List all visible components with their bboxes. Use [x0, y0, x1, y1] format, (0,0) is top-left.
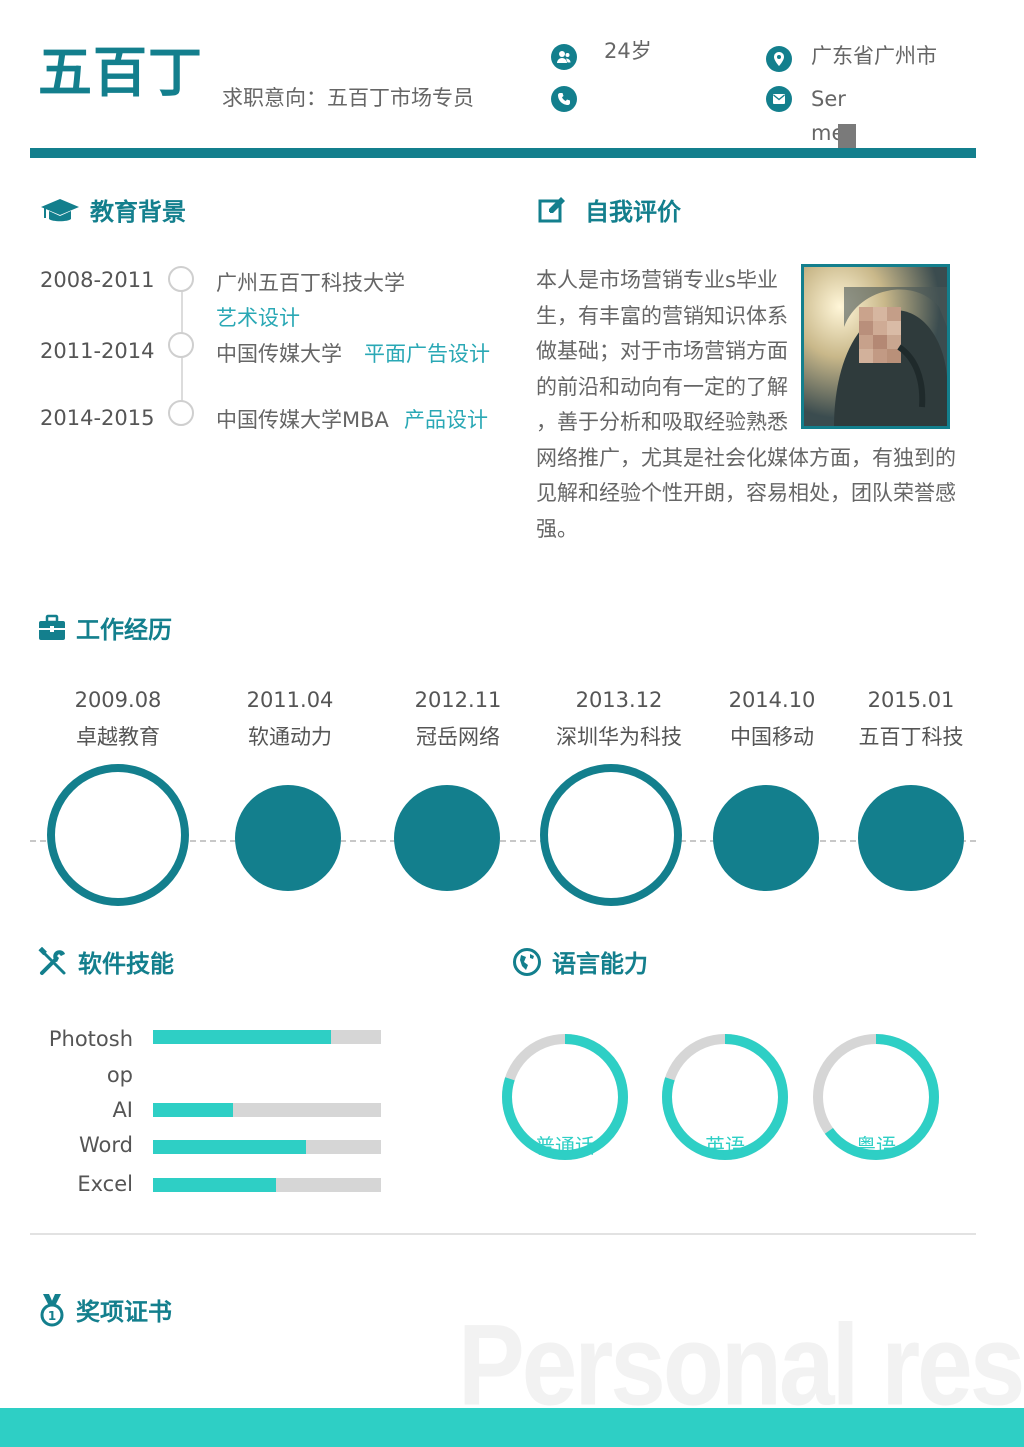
education-major-2: 平面广告设计 — [364, 342, 490, 366]
age-row: 24岁 — [551, 39, 652, 70]
language-ring-progress — [662, 1034, 788, 1160]
briefcase-icon — [39, 614, 65, 640]
section-divider — [30, 1233, 976, 1235]
work-ring-1 — [47, 764, 189, 906]
education-major-1: 艺术设计 — [216, 306, 300, 330]
phone-row — [551, 86, 604, 112]
work-company-1: 卓越教育 — [76, 725, 160, 749]
work-disc-5 — [713, 785, 819, 891]
awards-section-title: 1 奖项证书 — [38, 1292, 172, 1327]
edit-icon — [538, 196, 565, 222]
language-label-3: 粤语 — [856, 1134, 896, 1158]
work-timeline-dash — [30, 840, 976, 842]
skill-bar-fill — [153, 1178, 277, 1192]
phone-icon — [551, 86, 577, 112]
timeline-dot — [168, 400, 194, 426]
skill-label-photoshop-cont: op — [106, 1063, 133, 1087]
self-eval-line: 强。 — [536, 516, 578, 541]
work-company-3: 冠岳网络 — [416, 725, 500, 749]
self-eval-line: 见解和经验个性开朗，容易相处，团队荣誉感 — [536, 481, 956, 505]
self-eval-line: 做基础；对于市场营销方面 — [536, 339, 788, 363]
email-icon — [766, 86, 792, 112]
self-eval-line: ，善于分析和吸取经验熟悉 — [536, 410, 788, 434]
work-company-6: 五百丁科技 — [858, 725, 964, 749]
work-disc-3 — [394, 785, 500, 891]
education-year-1: 2008-2011 — [40, 268, 155, 292]
globe-icon — [513, 947, 541, 976]
self-eval-line: 的前沿和动向有一定的了解 — [536, 374, 788, 399]
work-date-5: 2014.10 — [728, 688, 816, 712]
work-company-5: 中国移动 — [730, 725, 814, 749]
language-title-text: 语言能力 — [552, 950, 648, 978]
location-text: 广东省广州市 — [811, 44, 937, 68]
self-eval-text: 本人是市场营销专业s毕业 生，有丰富的营销知识体系 做基础；对于市场营销方面 的… — [536, 263, 956, 547]
work-date-6: 2015.01 — [867, 688, 955, 712]
tools-icon — [38, 946, 66, 975]
education-year-3: 2014-2015 — [40, 406, 155, 430]
software-title-text: 软件技能 — [78, 950, 174, 978]
medal-icon: 1 — [40, 1293, 64, 1326]
work-ring-4 — [540, 764, 682, 906]
work-date-3: 2012.11 — [414, 688, 502, 712]
email-text-line1: Ser — [811, 87, 846, 111]
work-title-text: 工作经历 — [76, 616, 172, 644]
skill-bar-photoshop — [153, 1030, 381, 1044]
candidate-name: 五百丁 — [38, 41, 203, 104]
timeline-dot — [168, 332, 194, 358]
age-text: 24岁 — [604, 39, 652, 63]
language-section-title: 语言能力 — [512, 944, 648, 979]
work-section-title: 工作经历 — [38, 610, 172, 645]
skill-bar-word — [153, 1140, 381, 1154]
location-row: 广东省广州市 — [766, 44, 937, 72]
skill-label-ai: AI — [112, 1098, 133, 1122]
skill-label-excel: Excel — [77, 1172, 133, 1196]
education-title-text: 教育背景 — [90, 198, 186, 226]
language-ring-progress — [502, 1034, 628, 1160]
header-rule — [30, 148, 976, 158]
location-pin-icon — [766, 46, 792, 72]
work-date-1: 2009.08 — [74, 688, 162, 712]
work-company-2: 软通动力 — [248, 725, 332, 749]
skill-bar-fill — [153, 1103, 233, 1117]
redaction-mark — [838, 124, 856, 154]
skill-label-photoshop: Photosh — [48, 1027, 133, 1051]
education-section-title: 教育背景 — [40, 192, 186, 227]
work-disc-6 — [858, 785, 964, 891]
self-eval-title-text: 自我评价 — [585, 198, 681, 226]
education-major-3: 产品设计 — [404, 408, 488, 432]
work-company-4: 深圳华为科技 — [556, 725, 682, 749]
self-eval-line: 生，有丰富的营销知识体系 — [536, 303, 788, 328]
language-rings — [502, 1034, 939, 1160]
self-eval-section-title: 自我评价 — [537, 192, 681, 227]
work-date-2: 2011.04 — [246, 688, 334, 712]
user-icon — [551, 44, 577, 70]
skill-label-word: Word — [79, 1133, 133, 1157]
language-label-2: 英语 — [705, 1134, 745, 1158]
language-ring-progress — [813, 1034, 939, 1160]
email-row: Ser — [766, 86, 846, 112]
footer-bar — [0, 1408, 1024, 1447]
work-disc-2 — [235, 785, 341, 891]
language-label-1: 普通话 — [535, 1134, 595, 1158]
skill-bar-fill — [153, 1140, 306, 1154]
skill-bar-fill — [153, 1030, 331, 1044]
software-section-title: 软件技能 — [38, 944, 174, 979]
work-date-4: 2013.12 — [575, 688, 663, 712]
timeline-dot — [168, 266, 194, 292]
svg-text:1: 1 — [48, 1309, 56, 1323]
self-eval-line: 本人是市场营销专业s毕业 — [536, 268, 778, 292]
graduation-cap-icon — [41, 198, 79, 221]
education-year-2: 2011-2014 — [40, 339, 155, 363]
education-school-1: 广州五百丁科技大学 — [216, 271, 405, 295]
skill-bar-ai — [153, 1103, 381, 1117]
job-intent: 求职意向：五百丁市场专员 — [222, 86, 474, 110]
profile-photo — [801, 264, 950, 429]
self-eval-line: 网络推广，尤其是社会化媒体方面，有独到的 — [536, 445, 956, 470]
education-school-2: 中国传媒大学 — [216, 342, 342, 366]
education-school-3: 中国传媒大学MBA — [216, 408, 389, 432]
awards-title-text: 奖项证书 — [76, 1298, 172, 1326]
skill-bar-excel — [153, 1178, 381, 1192]
